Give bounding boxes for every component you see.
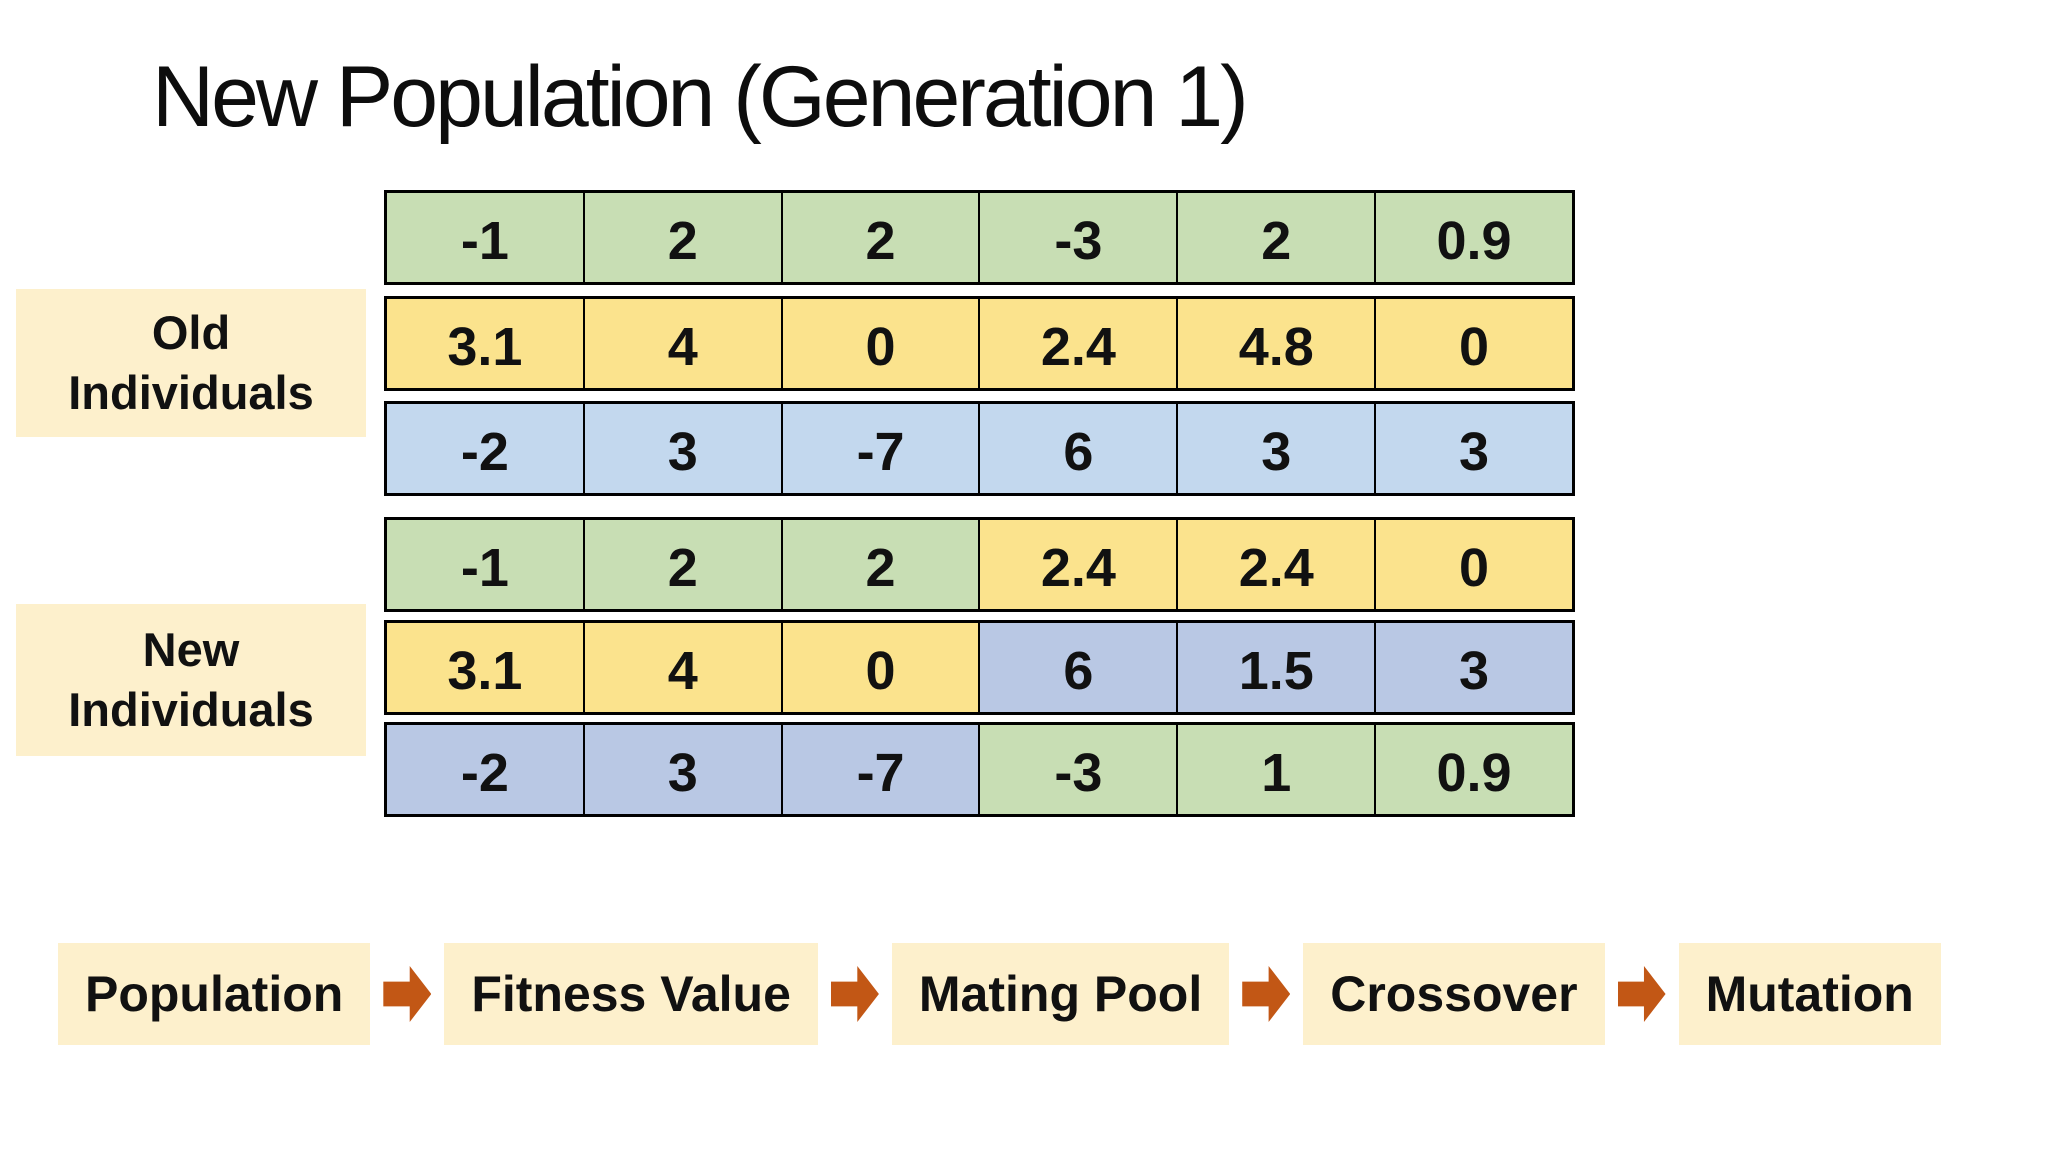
table-cell: -1 (387, 520, 583, 609)
old-individuals-label-line2: Individuals (68, 366, 314, 419)
table-cell: -1 (387, 193, 583, 282)
table-cell: 0 (780, 299, 979, 388)
ga-process-flow: Population Fitness Value Mating Pool Cro… (58, 943, 1941, 1045)
old-individuals-row-3: -2 3 -7 6 3 3 (384, 401, 1575, 496)
table-cell: 2.4 (1176, 520, 1375, 609)
old-individuals-label: Old Individuals (16, 289, 366, 437)
table-cell: 0 (1374, 520, 1572, 609)
new-individuals-label-line2: Individuals (68, 683, 314, 736)
table-cell: 2.4 (978, 299, 1177, 388)
table-cell: -7 (780, 404, 979, 493)
table-cell: 3 (1176, 404, 1375, 493)
table-cell: 1.5 (1176, 623, 1375, 712)
table-cell: 0.9 (1374, 725, 1572, 814)
table-cell: 3 (1374, 623, 1572, 712)
table-cell: -2 (387, 404, 583, 493)
table-cell: -2 (387, 725, 583, 814)
flow-step-fitness-value: Fitness Value (444, 943, 818, 1045)
table-cell: 2 (582, 193, 781, 282)
flow-step-population: Population (58, 943, 371, 1045)
flow-step-mutation: Mutation (1678, 943, 1941, 1045)
new-individuals-label: New Individuals (16, 604, 366, 756)
table-cell: 1 (1176, 725, 1375, 814)
old-individuals-row-2: 3.1 4 0 2.4 4.8 0 (384, 296, 1575, 391)
table-cell: -3 (978, 193, 1177, 282)
new-individuals-label-line1: New (142, 622, 240, 676)
old-individuals-row-1: -1 2 2 -3 2 0.9 (384, 190, 1575, 285)
new-individuals-row-1: -1 2 2 2.4 2.4 0 (384, 517, 1575, 612)
table-cell: 2 (780, 520, 979, 609)
table-cell: 2 (582, 520, 781, 609)
table-cell: -7 (780, 725, 979, 814)
table-cell: 4.8 (1176, 299, 1375, 388)
table-cell: 0.9 (1374, 193, 1572, 282)
table-cell: 2.4 (978, 520, 1177, 609)
right-arrow-icon (830, 966, 879, 1022)
table-cell: 3 (582, 404, 781, 493)
page-title: New Population (Generation 1) (152, 49, 1249, 145)
table-cell: 2 (780, 193, 979, 282)
table-cell: 3 (1374, 404, 1572, 493)
table-cell: 3.1 (387, 623, 583, 712)
flow-step-mating-pool: Mating Pool (891, 943, 1230, 1045)
right-arrow-icon (383, 966, 432, 1022)
table-cell: 3.1 (387, 299, 583, 388)
table-cell: 2 (1176, 193, 1375, 282)
table-cell: 3 (582, 725, 781, 814)
old-individuals-label-line1: Old (151, 305, 231, 359)
new-individuals-row-3: -2 3 -7 -3 1 0.9 (384, 722, 1575, 817)
flow-step-crossover: Crossover (1303, 943, 1605, 1045)
new-individuals-row-2: 3.1 4 0 6 1.5 3 (384, 620, 1575, 715)
right-arrow-icon (1617, 966, 1666, 1022)
table-cell: 6 (978, 623, 1177, 712)
table-cell: -3 (978, 725, 1177, 814)
table-cell: 4 (582, 623, 781, 712)
table-cell: 0 (1374, 299, 1572, 388)
right-arrow-icon (1242, 966, 1291, 1022)
table-cell: 4 (582, 299, 781, 388)
table-cell: 6 (978, 404, 1177, 493)
table-cell: 0 (780, 623, 979, 712)
